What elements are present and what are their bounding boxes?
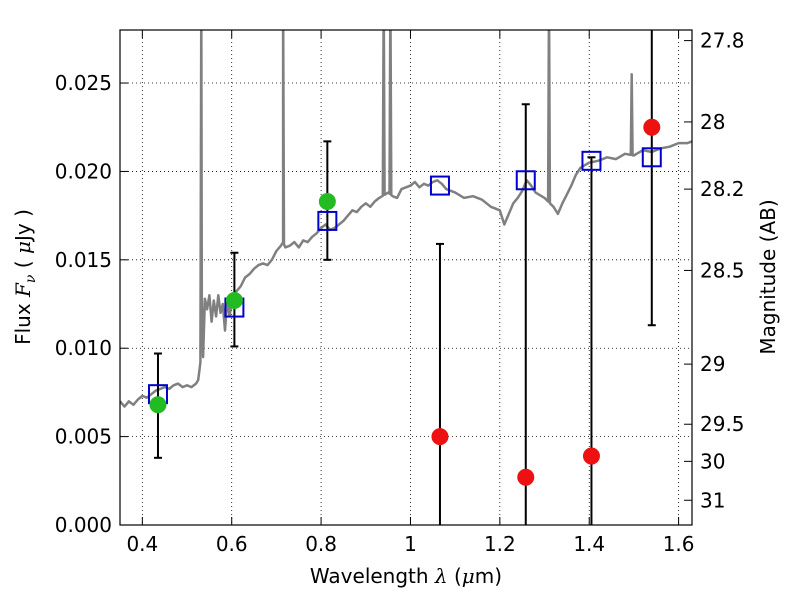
error-bars-layer [153, 30, 656, 525]
x-tick-label: 0.6 [216, 532, 248, 556]
observed-flux-point [225, 291, 243, 309]
y-tick-label: 0.025 [55, 71, 112, 95]
observed-flux-point [643, 118, 661, 136]
observed-flux-point [318, 192, 336, 210]
observed-flux-point [149, 396, 167, 414]
grid-lines [120, 30, 692, 526]
model-flux-square [429, 175, 450, 196]
y2-tick-label: 28.2 [700, 177, 745, 201]
plot-frame [119, 29, 693, 526]
y-tick-label: 0.015 [55, 248, 112, 272]
y-tick-label: 0.005 [55, 425, 112, 449]
y2-tick-label: 27.8 [700, 29, 745, 53]
model-flux-square [581, 150, 602, 171]
y-tick-label: 0.020 [55, 159, 112, 183]
axis-ticks: 0.4 0.6 0.8 1 1.2 1.4 1.6 0.000 0.005 0.010 0.015 0… [55, 29, 745, 556]
y2-tick-label: 29 [700, 352, 725, 376]
y2-tick-label: 29.5 [700, 412, 745, 436]
x-tick-label: 0.8 [305, 532, 337, 556]
observed-flux-point [431, 428, 449, 446]
y-tick-label: 0.000 [55, 513, 112, 537]
model-flux-square [641, 147, 662, 168]
y2-tick-label: 31 [700, 488, 725, 512]
y2-axis-label: Magnitude (AB) [756, 199, 780, 354]
x-axis-label: Wavelength λ (μm) [310, 564, 502, 588]
x-tick-label: 1 [404, 532, 417, 556]
observed-flux-point [517, 468, 535, 486]
model-spectrum-layer [120, 30, 692, 408]
y-axis-label: Flux Fν ( μJy ) [11, 209, 39, 345]
model-flux-square [515, 170, 536, 191]
x-tick-label: 1.2 [484, 532, 516, 556]
y2-tick-label: 28.5 [700, 258, 745, 282]
y2-tick-label: 28 [700, 110, 725, 134]
model-spectrum-line [120, 30, 692, 408]
y-tick-label: 0.010 [55, 336, 112, 360]
y2-tick-label: 30 [700, 449, 725, 473]
x-tick-label: 1.4 [573, 532, 605, 556]
x-tick-label: 1.6 [663, 532, 695, 556]
observed-flux-point [582, 447, 600, 465]
x-tick-label: 0.4 [126, 532, 158, 556]
model-flux-square [317, 210, 338, 231]
data-markers-layer [147, 118, 662, 486]
